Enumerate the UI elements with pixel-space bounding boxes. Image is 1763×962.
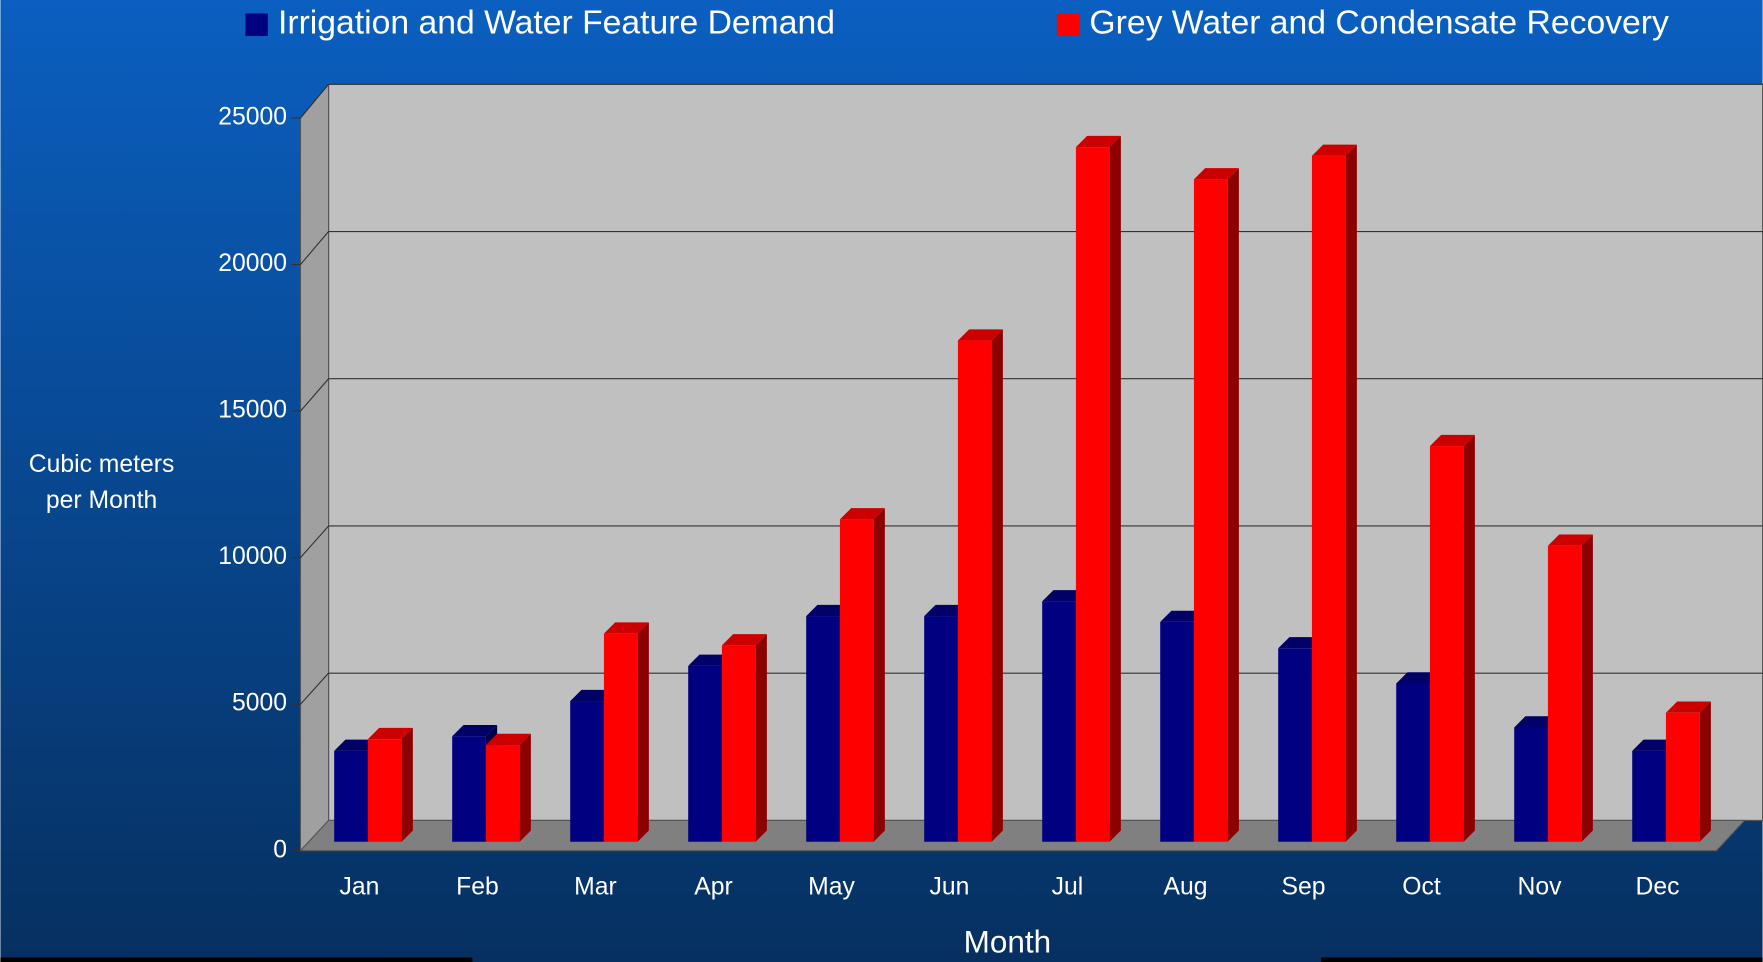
bar-side xyxy=(1581,534,1593,842)
bar-top xyxy=(957,329,1003,341)
floor xyxy=(299,819,1746,852)
bar xyxy=(1042,601,1076,842)
bottom-strip xyxy=(1320,957,1763,962)
bar xyxy=(603,633,638,842)
x-tick-label: Nov xyxy=(1518,873,1563,900)
bar xyxy=(1311,155,1346,842)
bar xyxy=(1193,179,1228,842)
bar xyxy=(806,616,840,842)
bar-top xyxy=(1193,168,1239,180)
bar xyxy=(367,739,402,842)
x-axis-label: Month xyxy=(964,924,1051,959)
x-tick-label: Apr xyxy=(694,873,732,900)
bar xyxy=(1396,683,1430,842)
bar-top xyxy=(1311,144,1357,156)
bar xyxy=(924,616,958,842)
bar-side xyxy=(1699,701,1711,842)
bar xyxy=(688,665,722,842)
legend-label: Grey Water and Condensate Recovery xyxy=(1089,4,1669,42)
legend-swatch xyxy=(1056,13,1080,36)
bar-side xyxy=(1463,434,1475,842)
y-tick-label: 15000 xyxy=(218,397,287,424)
x-tick-label: Mar xyxy=(574,873,617,900)
bar-side xyxy=(1109,135,1121,842)
bar xyxy=(570,701,604,842)
legend-label: Irrigation and Water Feature Demand xyxy=(278,4,835,42)
bar xyxy=(452,736,486,842)
bar-side xyxy=(755,634,767,842)
bar-side xyxy=(519,733,531,842)
x-tick-label: Jul xyxy=(1052,873,1084,900)
bar xyxy=(721,645,756,842)
bar xyxy=(1278,648,1312,842)
bar xyxy=(1665,712,1700,842)
bar-top xyxy=(452,724,498,737)
y-tick-label: 10000 xyxy=(218,543,287,570)
x-tick-label: Jan xyxy=(340,873,380,900)
bar xyxy=(1160,621,1194,842)
y-axis-label: per Month xyxy=(46,487,157,514)
bar-side xyxy=(991,329,1003,842)
bar-side xyxy=(1345,144,1357,842)
x-tick-label: Feb xyxy=(456,873,499,900)
bar xyxy=(839,519,874,842)
bar-top xyxy=(721,634,767,646)
bar-top xyxy=(1429,434,1475,447)
bar-top xyxy=(1665,701,1711,713)
bar-top xyxy=(1042,590,1088,602)
bar-top xyxy=(1075,135,1121,148)
bar-top xyxy=(485,733,531,746)
bar xyxy=(1429,446,1464,842)
bar-top xyxy=(1547,534,1593,546)
bar-top xyxy=(603,622,649,634)
x-tick-label: Sep xyxy=(1282,873,1326,900)
bar-side xyxy=(637,622,649,842)
legend-swatch xyxy=(245,13,268,36)
x-tick-label: Oct xyxy=(1402,873,1441,900)
bar xyxy=(1514,727,1548,842)
y-tick-label: 5000 xyxy=(232,690,287,717)
bar xyxy=(1547,545,1582,842)
x-tick-label: May xyxy=(808,873,855,900)
side-wall xyxy=(299,82,330,853)
bar xyxy=(1075,147,1110,842)
bar xyxy=(1632,750,1666,842)
bar-side xyxy=(1227,168,1239,842)
grid-line xyxy=(300,83,330,119)
bar xyxy=(485,745,520,842)
bottom-strip xyxy=(0,957,473,962)
x-tick-label: Dec xyxy=(1636,873,1680,900)
grid-line xyxy=(300,231,330,265)
grid-line xyxy=(300,525,329,559)
bar xyxy=(957,340,992,842)
bar-top xyxy=(839,508,885,520)
bar xyxy=(334,750,368,842)
grid-line xyxy=(300,378,329,412)
y-tick-label: 0 xyxy=(273,836,287,863)
grid-line xyxy=(300,672,329,705)
y-axis-label: Cubic meters xyxy=(29,451,175,478)
x-tick-label: Jun xyxy=(930,873,970,900)
x-tick-label: Aug xyxy=(1164,873,1208,900)
y-tick-label: 20000 xyxy=(218,250,287,277)
bar-top xyxy=(367,727,413,740)
bar-side xyxy=(873,508,885,842)
y-tick-label: 25000 xyxy=(218,104,287,131)
bar-side xyxy=(401,727,413,842)
